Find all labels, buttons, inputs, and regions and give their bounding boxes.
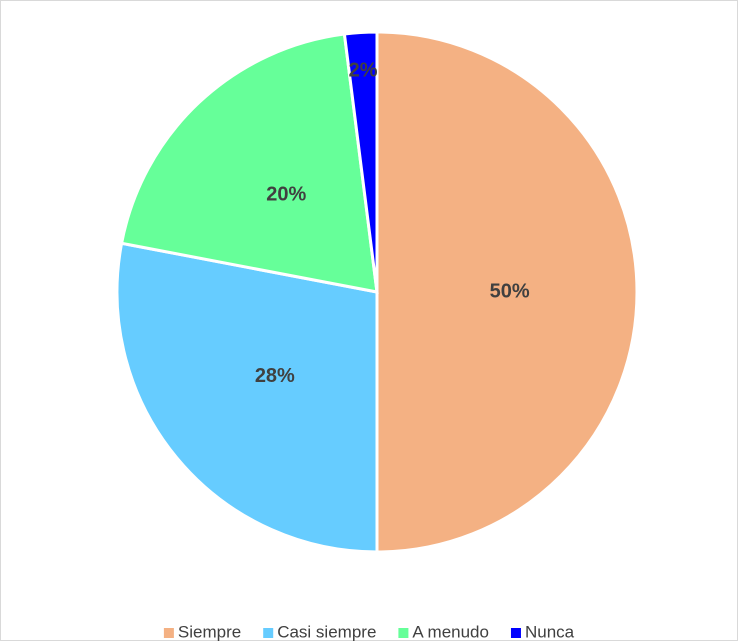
legend-label: Casi siempre <box>277 622 376 641</box>
data-label: 28% <box>255 365 295 387</box>
pie-slice <box>119 32 379 294</box>
data-label: 50% <box>490 280 530 302</box>
legend-swatch <box>163 628 174 638</box>
legend-swatch <box>510 628 521 638</box>
legend-swatch <box>263 628 274 638</box>
data-label: 20% <box>266 184 306 206</box>
pie-slice <box>115 241 379 554</box>
legend: Siempre Casi siempre A menudo Nunca <box>163 622 575 641</box>
legend-label: Siempre <box>178 622 241 641</box>
legend-swatch <box>398 628 409 638</box>
data-label: 2% <box>349 60 378 82</box>
legend-label: Nunca <box>525 622 575 641</box>
legend-label: A menudo <box>412 622 489 641</box>
pie-slice <box>342 30 379 293</box>
pie-slice <box>375 30 639 554</box>
